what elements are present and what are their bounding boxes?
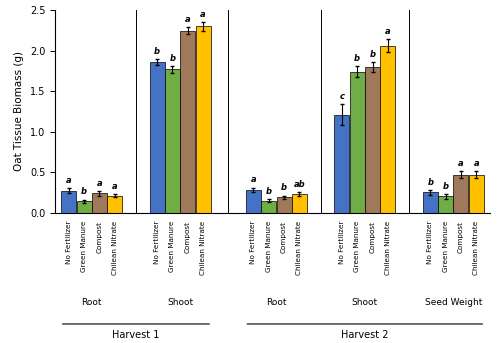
Text: a: a — [112, 182, 117, 191]
Bar — [438, 197, 453, 213]
Text: Harvest 2: Harvest 2 — [341, 330, 388, 340]
Bar — [350, 72, 364, 213]
Bar — [454, 175, 468, 213]
Text: Compost: Compost — [185, 221, 191, 253]
Text: Compost: Compost — [96, 221, 102, 253]
Text: b: b — [154, 47, 160, 56]
Bar — [423, 192, 438, 213]
Text: a: a — [96, 179, 102, 188]
Text: b: b — [266, 187, 272, 196]
Text: Green Manure: Green Manure — [170, 221, 175, 272]
Bar — [292, 194, 307, 213]
Bar — [380, 46, 396, 213]
Text: Seed Weight: Seed Weight — [424, 298, 482, 307]
Text: Chilean Nitrate: Chilean Nitrate — [200, 221, 206, 275]
Text: Green Manure: Green Manure — [354, 221, 360, 272]
Text: b: b — [81, 188, 87, 197]
Bar — [196, 26, 210, 213]
Bar — [365, 67, 380, 213]
Text: b: b — [370, 50, 376, 59]
Text: b: b — [354, 54, 360, 63]
Text: Shoot: Shoot — [352, 298, 378, 307]
Text: b: b — [442, 182, 448, 191]
Bar — [262, 201, 276, 213]
Bar — [165, 69, 180, 213]
Bar — [180, 31, 196, 213]
Text: b: b — [428, 178, 434, 187]
Text: Chilean Nitrate: Chilean Nitrate — [296, 221, 302, 275]
Text: ab: ab — [294, 180, 305, 189]
Text: Green Manure: Green Manure — [266, 221, 272, 272]
Text: a: a — [185, 15, 190, 24]
Text: Green Manure: Green Manure — [81, 221, 87, 272]
Text: No Fertilizer: No Fertilizer — [339, 221, 345, 264]
Text: No Fertilizer: No Fertilizer — [154, 221, 160, 264]
Bar — [62, 191, 76, 213]
Text: Root: Root — [266, 298, 286, 307]
Text: Compost: Compost — [281, 221, 287, 253]
Text: a: a — [200, 10, 206, 19]
Y-axis label: Oat Tissue Biomass (g): Oat Tissue Biomass (g) — [14, 51, 24, 172]
Text: a: a — [250, 175, 256, 184]
Bar — [108, 196, 122, 213]
Bar — [276, 197, 291, 213]
Text: a: a — [66, 176, 71, 185]
Bar — [92, 193, 107, 213]
Text: Chilean Nitrate: Chilean Nitrate — [473, 221, 479, 275]
Text: Compost: Compost — [370, 221, 376, 253]
Text: No Fertilizer: No Fertilizer — [66, 221, 72, 264]
Text: a: a — [474, 159, 479, 168]
Text: b: b — [281, 184, 287, 192]
Text: c: c — [340, 92, 344, 101]
Text: Chilean Nitrate: Chilean Nitrate — [385, 221, 391, 275]
Bar — [150, 62, 164, 213]
Text: No Fertilizer: No Fertilizer — [428, 221, 434, 264]
Text: No Fertilizer: No Fertilizer — [250, 221, 256, 264]
Text: Harvest 1: Harvest 1 — [112, 330, 160, 340]
Text: Green Manure: Green Manure — [442, 221, 448, 272]
Text: Compost: Compost — [458, 221, 464, 253]
Text: a: a — [385, 27, 390, 36]
Bar — [76, 201, 92, 213]
Text: Root: Root — [82, 298, 102, 307]
Text: a: a — [458, 159, 464, 168]
Text: b: b — [170, 54, 175, 63]
Text: Chilean Nitrate: Chilean Nitrate — [112, 221, 117, 275]
Text: Shoot: Shoot — [167, 298, 193, 307]
Bar — [334, 115, 349, 213]
Bar — [469, 175, 484, 213]
Bar — [246, 190, 261, 213]
